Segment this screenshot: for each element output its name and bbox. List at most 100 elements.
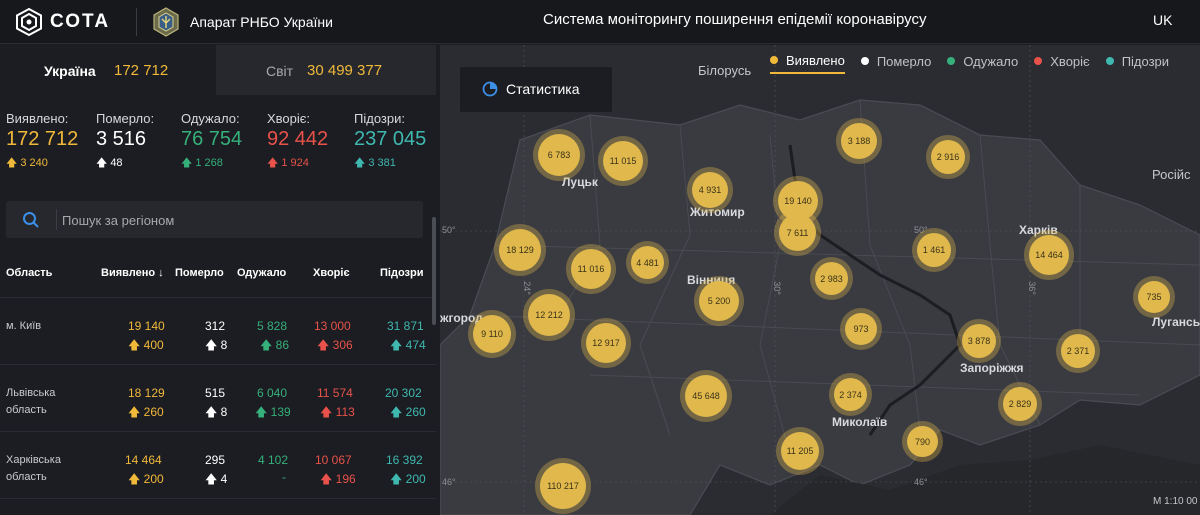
table-row[interactable]: Львівська область 18 129 🡅 260 515 🡅 8 6… [0, 366, 436, 432]
map-bubble[interactable]: 2 829 [1003, 387, 1037, 421]
row-sick-delta: 🡅 113 [320, 405, 355, 419]
arrow-up-icon: 🡅 [181, 157, 193, 169]
row-died: 312 [205, 319, 226, 333]
row-region: м. Київ [6, 320, 42, 332]
stat-value: 3 516 [96, 128, 147, 150]
map-bubble[interactable]: 4 931 [692, 172, 728, 208]
map-bubble[interactable]: 973 [845, 313, 877, 345]
legend-died[interactable]: Померло [860, 48, 931, 74]
map-bubble[interactable]: 5 200 [699, 281, 739, 321]
map-bubble[interactable]: 3 188 [841, 123, 877, 159]
map-bubble[interactable]: 790 [907, 426, 938, 457]
map-bubble[interactable]: 7 611 [779, 214, 816, 251]
stat-label: Одужало: [181, 111, 240, 126]
tab-world[interactable]: Світ 30 499 377 [216, 45, 436, 95]
stat-delta: 🡅 3 240 [6, 154, 78, 173]
row-died: 515 [205, 386, 226, 400]
scope-tabs: Україна 172 712 Світ 30 499 377 [0, 45, 436, 95]
map-bubble[interactable]: 11 205 [781, 432, 819, 470]
legend-dot [860, 57, 869, 65]
map-bubble[interactable]: 1 461 [917, 233, 951, 267]
arrow-up-icon: 🡅 [267, 157, 279, 169]
search-box[interactable] [6, 201, 423, 238]
row-recovered: 6 040 [257, 386, 288, 400]
legend-dot [1034, 57, 1043, 65]
grid-label: 36° [1026, 281, 1037, 295]
row-sick: 10 067 [315, 453, 352, 467]
map-legend: Виявлено Померло Одужало Хворіє Підозри [770, 48, 1185, 74]
stat-value: 76 754 [181, 128, 243, 150]
map-bubble[interactable]: 6 783 [538, 134, 580, 176]
col-region[interactable]: Область [6, 267, 53, 279]
table-divider [0, 297, 436, 298]
map-bubble[interactable]: 18 129 [499, 229, 541, 271]
city-label: жгород [440, 311, 483, 325]
map-bubble[interactable]: 11 015 [603, 141, 643, 181]
top-bar: СОТА Апарат РНБО України Система монітор… [0, 0, 1200, 44]
language-switch[interactable]: UK [1153, 12, 1173, 28]
city-label: Луганськ [1152, 315, 1200, 329]
sort-arrow-icon: ↓ [155, 267, 164, 279]
stat-delta: 🡅 1 924 [267, 154, 328, 173]
sota-logo[interactable]: СОТА [14, 7, 110, 37]
city-label: Житомир [690, 205, 745, 219]
map-bubble[interactable]: 12 212 [528, 294, 570, 336]
statistics-button[interactable]: Статистика [460, 67, 612, 112]
row-died-delta: 🡅 8 [205, 405, 228, 419]
stat-label: Підозри: [354, 111, 405, 126]
search-input[interactable] [62, 209, 402, 231]
map-bubble[interactable]: 9 110 [473, 315, 511, 353]
stat-delta: 🡅 3 381 [354, 154, 426, 173]
stat-label: Виявлено: [6, 111, 69, 126]
stat-suspected: Підозри: 237 045 🡅 3 381 [354, 111, 426, 173]
legend-detected[interactable]: Виявлено [770, 48, 845, 74]
table-row[interactable]: м. Київ 19 140 🡅 400 312 🡅 8 5 828 🡅 86 … [0, 299, 436, 365]
tab-ukraine[interactable]: Україна 172 712 [0, 45, 216, 95]
tab-ukraine-value: 172 712 [114, 62, 169, 79]
col-sick[interactable]: Хворіє [313, 267, 350, 279]
city-label: Луцьк [562, 175, 598, 189]
map[interactable]: Білорусь Російс Луцьк Житомир Вінниця Ха… [440, 45, 1200, 515]
rnbo-emblem-icon [153, 7, 179, 37]
org-name: Апарат РНБО України [190, 14, 333, 30]
map-bubble[interactable]: 2 371 [1061, 334, 1095, 368]
map-bubble[interactable]: 14 464 [1029, 235, 1069, 275]
col-died[interactable]: Померло [175, 267, 224, 279]
map-bubble[interactable]: 2 374 [834, 378, 867, 411]
map-bubble[interactable]: 3 878 [962, 324, 996, 358]
stat-detected: Виявлено: 172 712 🡅 3 240 [6, 111, 78, 173]
legend-recovered[interactable]: Одужало [947, 48, 1018, 74]
map-bubble[interactable]: 110 217 [540, 463, 586, 509]
system-title: Система моніторингу поширення епідемії к… [543, 11, 927, 28]
map-bubble[interactable]: 12 917 [586, 323, 626, 363]
map-bubble[interactable]: 735 [1138, 281, 1170, 313]
row-recovered-delta: 🡅 86 [260, 338, 290, 352]
legend-dot [1105, 57, 1114, 65]
stat-sick: Хворіє: 92 442 🡅 1 924 [267, 111, 328, 173]
col-suspected[interactable]: Підозри [380, 267, 424, 279]
row-died: 295 [205, 453, 226, 467]
map-bubble[interactable]: 11 016 [571, 249, 611, 289]
row-suspected-delta: 🡅 260 [390, 405, 426, 419]
table-row[interactable]: Харківська область 14 464 🡅 200 295 🡅 4 … [0, 433, 436, 499]
row-suspected: 31 871 [387, 319, 424, 333]
header-divider [136, 8, 137, 36]
legend-sick[interactable]: Хворіє [1034, 48, 1090, 74]
legend-suspected[interactable]: Підозри [1105, 48, 1169, 74]
map-scale: M 1:10 00 [1153, 496, 1198, 507]
search-separator [56, 209, 57, 230]
map-bubble[interactable]: 45 648 [685, 375, 727, 417]
summary-stats: Виявлено: 172 712 🡅 3 240 Померло: 3 516 … [0, 111, 436, 171]
org-link[interactable]: Апарат РНБО України [150, 6, 333, 38]
row-sick-delta: 🡅 306 [317, 338, 353, 352]
stat-died: Померло: 3 516 🡅 48 [96, 111, 154, 173]
col-detected[interactable]: Виявлено ↓ [101, 267, 164, 279]
grid-label: 46° [914, 477, 928, 487]
map-bubble[interactable]: 4 481 [631, 246, 664, 279]
grid-label: 50° [914, 225, 928, 235]
map-bubble[interactable]: 2 983 [815, 262, 848, 295]
row-recovered: 4 102 [258, 453, 289, 467]
sidebar-scrollbar[interactable] [432, 217, 436, 325]
col-recovered[interactable]: Одужало [237, 267, 287, 279]
map-bubble[interactable]: 2 916 [931, 140, 965, 174]
